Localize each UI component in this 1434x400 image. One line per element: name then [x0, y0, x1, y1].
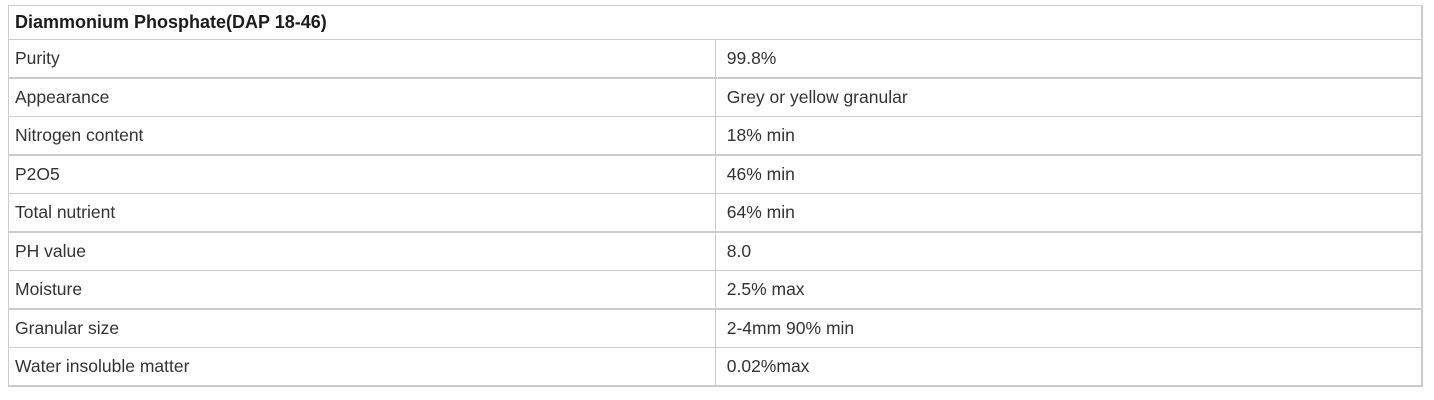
spec-label: Granular size — [8, 309, 716, 348]
table-row: Moisture 2.5% max — [8, 270, 1422, 309]
table-row: P2O5 46% min — [8, 155, 1422, 194]
table-row: PH value 8.0 — [8, 232, 1422, 271]
spec-value: Grey or yellow granular — [726, 87, 908, 107]
table-row: Granular size 2-4mm 90% min — [8, 309, 1422, 348]
spec-table-body: Purity 99.8% Appearance Grey or yellow g… — [8, 39, 1422, 386]
spec-value: 2.5% max — [726, 279, 805, 299]
spec-label: Appearance — [8, 78, 716, 117]
spec-label: Total nutrient — [8, 193, 716, 232]
spec-label: Nitrogen content — [8, 116, 716, 155]
table-row: Water insoluble matter 0.02%max — [8, 347, 1422, 386]
spec-label: Moisture — [8, 270, 716, 309]
spec-value: 64% min — [726, 202, 795, 222]
spec-value: 99.8% — [726, 48, 777, 68]
table-row: Total nutrient 64% min — [8, 193, 1422, 232]
spec-label: Water insoluble matter — [8, 347, 716, 386]
spec-value: 2-4mm 90% min — [726, 318, 855, 338]
dap-spec-table: Diammonium Phosphate(DAP 18-46) Purity 9… — [8, 5, 1423, 387]
table-row: Appearance Grey or yellow granular — [8, 78, 1422, 117]
spec-value: 8.0 — [726, 241, 752, 261]
table-title-row: Diammonium Phosphate(DAP 18-46) — [8, 6, 1422, 40]
spec-value: 18% min — [726, 125, 795, 145]
spec-label: P2O5 — [8, 155, 716, 194]
spec-label: Purity — [8, 39, 716, 78]
spec-value: 0.02%max — [726, 356, 810, 376]
spec-value: 46% min — [726, 164, 795, 184]
spec-table-head: Diammonium Phosphate(DAP 18-46) — [8, 6, 1422, 40]
table-row: Nitrogen content 18% min — [8, 116, 1422, 155]
table-title: Diammonium Phosphate(DAP 18-46) — [15, 12, 327, 32]
spec-label: PH value — [8, 232, 716, 271]
table-row: Purity 99.8% — [8, 39, 1422, 78]
product-spec-section: Diammonium Phosphate(DAP 18-46) Purity 9… — [8, 5, 1423, 387]
